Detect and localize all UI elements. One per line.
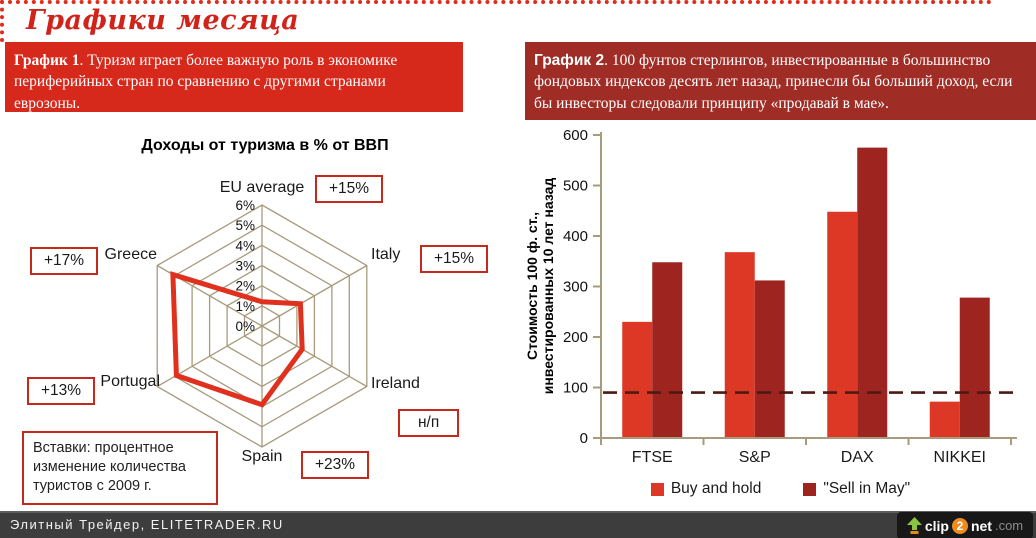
x-axis-category-label: FTSE	[632, 449, 673, 466]
radar-note-box: Вставки: процентное изменение количества…	[22, 431, 218, 506]
radar-svg: 0% 1% 2% 3% 4% 5% 6%	[156, 198, 368, 448]
radar-chart: 0% 1% 2% 3% 4% 5% 6%	[85, 160, 465, 480]
bar-S&P-buy-and-hold	[724, 252, 755, 438]
logo-clip-text: clip	[924, 517, 949, 534]
y-axis-title: Стоимость 100 ф. ст.,инвестированных 10 …	[524, 178, 556, 395]
bar-S&P-sell-in-may	[754, 280, 785, 438]
x-axis-category-label: S&P	[739, 449, 771, 466]
chart1-caption-box: График 1. Туризм играет более важную рол…	[5, 42, 463, 112]
x-axis-category-label: NIKKEI	[934, 449, 986, 466]
bar-svg: 0 100 200 300 400 500 600 FTSE S&P DAX NIKKEI Стоим…	[524, 127, 1017, 466]
page-title: Графики месяца	[26, 5, 300, 36]
bar-chart: 0 100 200 300 400 500 600 FTSE S&P DAX NIKKEI Стоим…	[524, 127, 1036, 512]
radar-axis-line	[261, 325, 368, 388]
radar-data-series	[170, 271, 305, 408]
radar-scale-tick-label: 2%	[235, 279, 255, 294]
radar-axis-label-italy: Italy	[371, 246, 401, 263]
clip2net-logo[interactable]: clip 2 net .com	[897, 512, 1033, 538]
radar-scale-tick-label: 5%	[235, 218, 255, 233]
radar-axis-line	[261, 264, 368, 327]
dotted-left-border	[0, 0, 4, 42]
radar-scale-tick-label: 1%	[235, 299, 255, 314]
y-axis-tick-label: 100	[563, 380, 588, 397]
svg-text:Стоимость 100 ф. ст.,инвестиро: Стоимость 100 ф. ст.,инвестированных 10 …	[525, 178, 556, 395]
legend-swatch-sell-in-may	[803, 482, 817, 496]
radar-scale-tick-label: 4%	[235, 238, 255, 253]
logo-net-text: net	[970, 517, 992, 534]
chart2-caption-text: . 100 фунтов стерлингов, инвестированные…	[534, 52, 1013, 112]
bar-NIKKEI-buy-and-hold	[929, 401, 960, 438]
y-axis-tick-label: 400	[563, 228, 588, 245]
callout-portugal: +13%	[27, 377, 96, 405]
y-axis-tick-label: 0	[580, 430, 588, 447]
bar-DAX-sell-in-may	[857, 147, 888, 438]
y-axis-tick-label: 300	[563, 279, 588, 296]
legend-label-buy-and-hold: Buy and hold	[670, 480, 762, 497]
chart1-caption-text: . Туризм играет более важную роль в экон…	[14, 52, 398, 112]
logo-com-text: .com	[994, 518, 1024, 533]
footer-bar: Элитный Трейдер, ELITETRADER.RU clip 2 n…	[0, 511, 1036, 538]
callout-greece: +17%	[30, 247, 99, 275]
callout-eu-average: +15%	[315, 175, 384, 203]
callout-italy: +15%	[420, 245, 489, 273]
logo-2-badge: 2	[951, 517, 968, 534]
radar-scale-tick-label: 0%	[235, 319, 255, 334]
radar-scale-tick-label: 3%	[235, 259, 255, 274]
upload-arrow-icon	[906, 517, 922, 534]
radar-axis-label-greece: Greece	[104, 246, 157, 263]
legend-item-sell-in-may: "Sell in May"	[803, 480, 910, 498]
radar-scale-tick-label: 6%	[235, 198, 255, 213]
radar-axis-label-spain: Spain	[241, 448, 283, 465]
callout-spain: +23%	[301, 451, 370, 479]
radar-axis-label-ireland: Ireland	[371, 375, 420, 392]
bar-NIKKEI-sell-in-may	[959, 297, 990, 438]
legend-label-sell-in-may: "Sell in May"	[823, 480, 911, 497]
chart1-caption-label: График 1	[14, 52, 80, 69]
radar-chart-title: Доходы от туризма в % от ВВП	[141, 137, 389, 154]
y-axis-tick-label: 500	[563, 178, 588, 195]
x-axis-category-label: DAX	[841, 449, 874, 466]
y-axis-tick-label: 600	[563, 128, 588, 144]
bar-FTSE-buy-and-hold	[622, 321, 653, 438]
callout-ireland: н/п	[398, 409, 460, 437]
footer-text: Элитный Трейдер, ELITETRADER.RU	[10, 517, 284, 532]
bar-DAX-buy-and-hold	[827, 211, 858, 438]
chart2-caption-box: График 2. 100 фунтов стерлингов, инвести…	[525, 42, 1036, 120]
dotted-top-border	[0, 0, 992, 4]
bar-chart-legend: Buy and hold "Sell in May"	[525, 480, 1036, 498]
radar-axis-label-portugal: Portugal	[100, 373, 160, 390]
bar-FTSE-sell-in-may	[652, 262, 683, 438]
chart2-caption-label: График 2	[534, 52, 605, 69]
legend-swatch-buy-and-hold	[650, 482, 664, 496]
y-axis-tick-label: 200	[563, 329, 588, 346]
radar-axis-label-eu-average: EU average	[219, 179, 305, 196]
legend-item-buy-and-hold: Buy and hold	[650, 480, 762, 498]
